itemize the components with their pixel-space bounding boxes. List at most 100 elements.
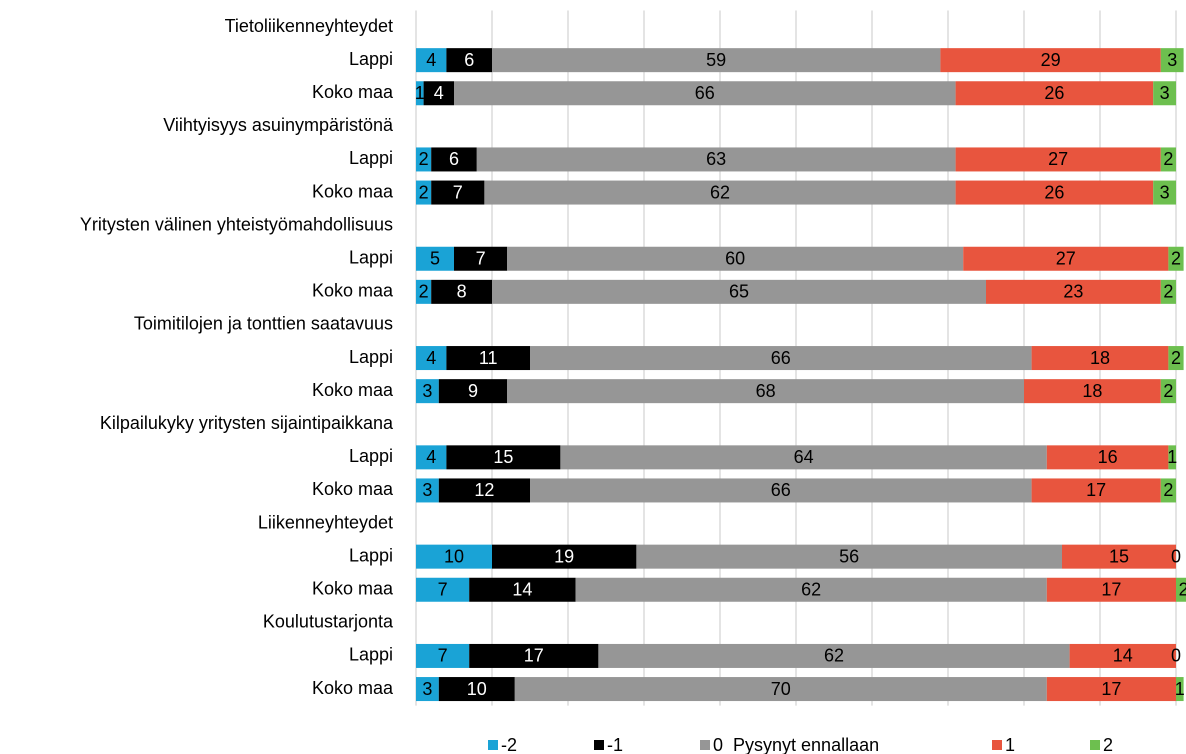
data-label: 9 — [468, 381, 478, 401]
data-label: 3 — [422, 480, 432, 500]
legend-label: 0 Pysynyt ennallaan — [713, 735, 879, 754]
data-label: 65 — [729, 282, 749, 302]
bar-segment — [940, 48, 1161, 73]
bar-segment — [423, 81, 454, 106]
bar-segment — [986, 279, 1161, 304]
data-label: 10 — [444, 546, 464, 566]
data-label: 2 — [1171, 348, 1181, 368]
bar-segment — [416, 81, 424, 106]
legend-label: 2 — [1103, 735, 1113, 754]
data-label: 56 — [839, 546, 859, 566]
bar-segment — [1153, 180, 1176, 205]
data-label: 2 — [1163, 381, 1173, 401]
y-tick-label: Koko maa — [312, 82, 394, 102]
bar-segment — [416, 643, 470, 668]
data-label: 18 — [1082, 381, 1102, 401]
data-label: 6 — [464, 50, 474, 70]
data-label: 2 — [1163, 480, 1173, 500]
bar-segment — [469, 577, 576, 602]
data-label: 59 — [706, 50, 726, 70]
bar-segment — [416, 279, 432, 304]
bar-segment — [454, 246, 508, 271]
data-label: 4 — [426, 447, 436, 467]
data-label: 7 — [453, 182, 463, 202]
data-label: 70 — [771, 679, 791, 699]
legend-swatch — [1090, 740, 1100, 750]
data-label: 10 — [467, 679, 487, 699]
data-label: 60 — [725, 249, 745, 269]
bar-segment — [492, 48, 941, 73]
bar-segment — [431, 180, 485, 205]
data-label: 0 — [1171, 546, 1181, 566]
y-tick-label: Kilpailukyky yritysten sijaintipaikkana — [100, 413, 394, 433]
bar-segment — [416, 445, 447, 470]
bar-segment — [1062, 544, 1176, 569]
bar-segment — [431, 147, 477, 172]
bar-segment — [446, 445, 561, 470]
data-label: 23 — [1063, 282, 1083, 302]
bar-segment — [575, 577, 1047, 602]
data-label: 27 — [1048, 149, 1068, 169]
bar-segment — [955, 147, 1161, 172]
data-label: 2 — [1179, 580, 1186, 600]
legend-swatch — [700, 740, 710, 750]
data-label: 64 — [794, 447, 814, 467]
bar-segment — [438, 677, 515, 702]
bar-segment — [438, 478, 530, 503]
data-label: 15 — [1109, 546, 1129, 566]
data-label: 66 — [771, 348, 791, 368]
bar-segment — [484, 180, 956, 205]
y-tick-label: Koko maa — [312, 380, 394, 400]
bar-segment — [431, 279, 492, 304]
data-label: 26 — [1044, 182, 1064, 202]
bar-segment — [416, 180, 432, 205]
y-tick-label: Lappi — [349, 347, 393, 367]
bar-segment — [476, 147, 956, 172]
bar-segment — [416, 677, 439, 702]
y-tick-label: Toimitilojen ja tonttien saatavuus — [134, 314, 393, 334]
bar-segment — [530, 346, 1032, 371]
bar-segment — [416, 346, 447, 371]
bar-segment — [1024, 379, 1161, 404]
data-label: 11 — [479, 348, 498, 368]
bar-segment — [1153, 81, 1176, 106]
bar-segment — [469, 643, 599, 668]
data-label: 17 — [1101, 580, 1121, 600]
y-tick-label: Lappi — [349, 446, 393, 466]
bar-segment — [416, 246, 454, 271]
bar-segment — [560, 445, 1047, 470]
data-label: 3 — [1167, 50, 1177, 70]
bar-segment — [636, 544, 1062, 569]
data-label: 18 — [1090, 348, 1110, 368]
data-label: 7 — [438, 646, 448, 666]
y-tick-label: Koko maa — [312, 678, 394, 698]
bar-segment — [1168, 246, 1184, 271]
bar-segment — [416, 379, 439, 404]
bar-segment — [1031, 478, 1161, 503]
bar-segment — [1160, 147, 1176, 172]
bar-segment — [1168, 346, 1184, 371]
data-label: 2 — [1163, 149, 1173, 169]
data-label: 1 — [415, 83, 425, 103]
bar-segment — [1069, 643, 1176, 668]
bar-segment — [1168, 445, 1176, 470]
y-tick-label: Lappi — [349, 645, 393, 665]
y-tick-label: Koko maa — [312, 479, 394, 499]
legend-swatch — [594, 740, 604, 750]
data-label: 68 — [756, 381, 776, 401]
data-label: 0 — [1171, 646, 1181, 666]
data-label: 62 — [801, 580, 821, 600]
y-tick-label: Liikenneyhteydet — [258, 512, 393, 532]
y-tick-label: Viihtyisyys asuinympäristönä — [163, 115, 394, 135]
data-label: 19 — [554, 546, 574, 566]
legend-swatch — [992, 740, 1002, 750]
y-tick-label: Tietoliikenneyhteydet — [225, 16, 393, 36]
data-label: 29 — [1041, 50, 1061, 70]
data-label: 62 — [710, 182, 730, 202]
data-label: 4 — [426, 50, 436, 70]
data-label: 6 — [449, 149, 459, 169]
bar-segment — [416, 147, 432, 172]
y-tick-label: Lappi — [349, 248, 393, 268]
data-label: 8 — [457, 282, 467, 302]
